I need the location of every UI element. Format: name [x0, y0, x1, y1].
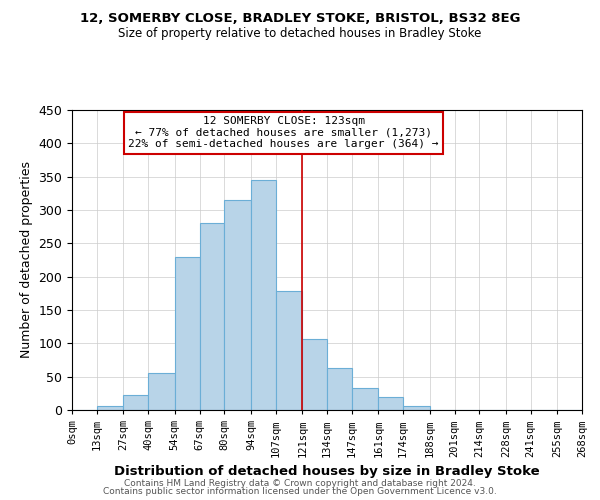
- Bar: [275, 292, 302, 410]
- Bar: [175, 256, 199, 410]
- Text: Size of property relative to detached houses in Bradley Stoke: Size of property relative to detached ho…: [118, 28, 482, 40]
- Bar: [251, 180, 275, 410]
- Bar: [97, 406, 124, 410]
- Text: 12, SOMERBY CLOSE, BRADLEY STOKE, BRISTOL, BS32 8EG: 12, SOMERBY CLOSE, BRADLEY STOKE, BRISTO…: [80, 12, 520, 26]
- Bar: [224, 200, 251, 410]
- Bar: [148, 374, 175, 410]
- Text: Contains public sector information licensed under the Open Government Licence v3: Contains public sector information licen…: [103, 487, 497, 496]
- Bar: [199, 224, 224, 410]
- Bar: [352, 388, 379, 410]
- Bar: [302, 338, 327, 410]
- X-axis label: Distribution of detached houses by size in Bradley Stoke: Distribution of detached houses by size …: [114, 465, 540, 478]
- Bar: [327, 368, 352, 410]
- Bar: [379, 398, 403, 410]
- Bar: [124, 396, 148, 410]
- Bar: [403, 406, 430, 410]
- Y-axis label: Number of detached properties: Number of detached properties: [20, 162, 33, 358]
- Text: 12 SOMERBY CLOSE: 123sqm
← 77% of detached houses are smaller (1,273)
22% of sem: 12 SOMERBY CLOSE: 123sqm ← 77% of detach…: [128, 116, 439, 149]
- Text: Contains HM Land Registry data © Crown copyright and database right 2024.: Contains HM Land Registry data © Crown c…: [124, 478, 476, 488]
